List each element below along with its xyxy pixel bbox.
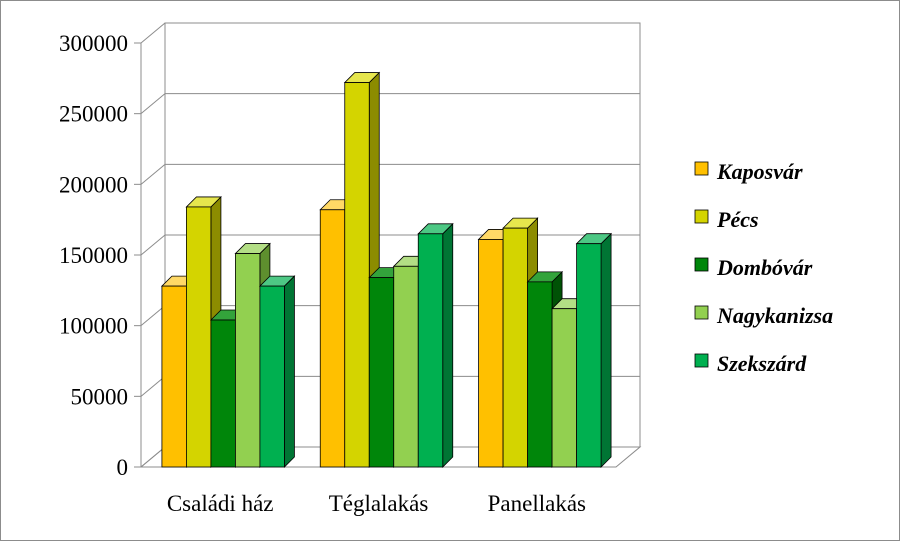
bar-front [527,281,553,468]
y-tick-label: 150000 [59,243,128,268]
bars [160,71,613,468]
legend-swatch [694,353,709,368]
bar-front [161,285,187,468]
gridline-diagonal [140,234,166,256]
x-category-label: Téglalakás [329,491,429,516]
legend-label: Szekszárd [717,351,807,376]
bar-side [600,232,612,468]
bar-front [551,308,577,468]
y-tick-label: 300000 [59,31,128,56]
bar-front [259,285,285,468]
bar-front [319,209,346,468]
legend-swatch [694,305,709,320]
bar-front [186,206,212,468]
bar-front [368,277,395,468]
bar-front [478,239,504,468]
legend-entry: Kaposvár [694,159,803,184]
legend-entry: Szekszárd [694,351,807,376]
y-tick-label: 100000 [59,314,128,339]
bar-side [284,275,295,468]
y-tick-label: 200000 [59,172,128,197]
bar-front [502,227,528,468]
x-category-label: Panellakás [488,491,586,516]
y-tick-label: 50000 [71,384,129,409]
legend-swatch [694,257,709,272]
gridline-diagonal [140,22,166,44]
gridline-diagonal [140,93,166,115]
legend-entry: Nagykanizsa [694,303,833,328]
bar-front [393,265,419,468]
bar-front [344,82,370,468]
y-tick-label: 0 [117,455,129,480]
x-axis-categories: Családi ház Téglalakás Panellakás [167,491,586,516]
y-axis-ticks: 0 50000 100000 150000 200000 250000 300000 [59,31,128,480]
x-category-label: Családi ház [167,491,274,516]
gridline-diagonal [140,446,166,468]
legend-label: Nagykanizsa [716,303,833,328]
legend: Kaposvár Pécs Dombóvár Nagykanizsa Szekszárd [694,159,833,376]
gridline-diagonal [140,305,166,327]
bar-front [576,243,602,468]
legend-swatch [694,161,709,176]
bar-front [210,319,236,468]
bar [575,232,613,468]
legend-entry: Dombóvár [694,255,813,280]
y-tick-label: 250000 [59,102,128,127]
legend-label: Dombóvár [716,255,813,280]
bar-front [235,253,261,468]
bar-front [417,233,444,468]
bar [417,222,454,468]
legend-swatch [694,209,709,224]
legend-label: Kaposvár [716,159,803,184]
legend-entry: Pécs [694,207,759,232]
legend-label: Pécs [716,207,759,232]
bar [258,275,296,468]
gridline-diagonal [140,375,166,397]
gridline-diagonal [140,163,166,185]
bar-side [442,222,454,468]
